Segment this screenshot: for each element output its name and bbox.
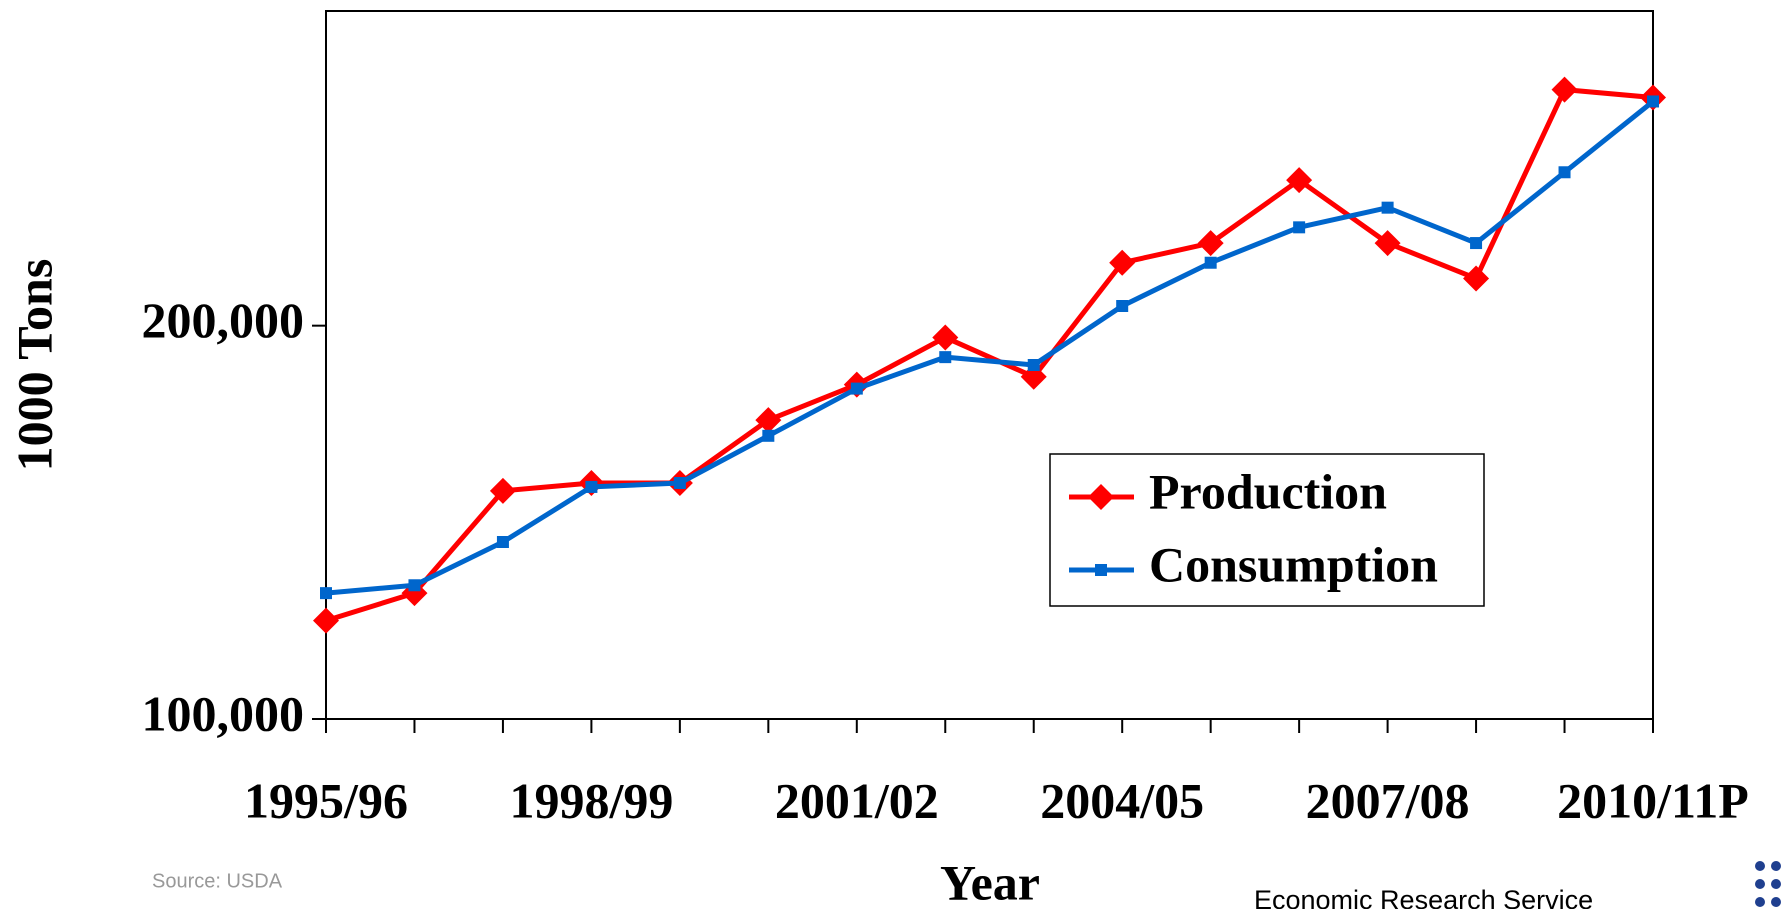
point <box>408 579 421 592</box>
point <box>1109 249 1136 276</box>
point <box>496 536 509 548</box>
point <box>313 607 339 634</box>
x-tick-label: 1995/96 <box>244 772 408 828</box>
point <box>1463 265 1490 292</box>
point <box>1027 359 1040 371</box>
point <box>932 324 959 351</box>
point <box>1197 230 1224 257</box>
x-tick-label: 2010/11P <box>1557 772 1749 828</box>
point <box>1551 76 1578 103</box>
point <box>1374 230 1401 257</box>
point <box>1293 221 1306 234</box>
y-axis-title: 1000 Tons <box>6 259 62 472</box>
point <box>585 480 598 493</box>
x-tick-label: 2004/05 <box>1040 772 1204 828</box>
x-tick-label: 2001/02 <box>775 772 939 828</box>
x-tick-label: 1998/99 <box>509 772 673 828</box>
point <box>1647 95 1659 108</box>
point <box>1020 363 1047 390</box>
legend-marker <box>1095 564 1107 576</box>
point <box>673 477 686 489</box>
x-axis-title: Year <box>940 854 1040 909</box>
point <box>320 587 332 600</box>
point <box>762 429 775 442</box>
y-tick-label: 200,000 <box>142 292 305 348</box>
footer: Economic Research Service <box>1254 885 1593 909</box>
point <box>1286 167 1313 194</box>
legend <box>1049 453 1485 607</box>
point <box>939 351 952 364</box>
point <box>1116 300 1129 312</box>
point <box>489 477 516 504</box>
y-tick-label: 100,000 <box>142 685 305 741</box>
point <box>850 382 863 395</box>
legend-label: Consumption <box>1149 536 1438 592</box>
point <box>755 407 782 434</box>
series-line <box>325 87 1654 624</box>
legend-marker <box>1088 484 1114 510</box>
legend-label: Production <box>1149 463 1387 519</box>
point <box>1381 201 1394 214</box>
series-line <box>325 99 1655 596</box>
point <box>1558 166 1571 179</box>
plot-frame <box>325 10 1654 720</box>
source: Source: USDA <box>152 870 283 892</box>
x-tick-label: 2007/08 <box>1306 772 1470 828</box>
logo <box>1755 861 1781 907</box>
point <box>1204 256 1217 269</box>
point <box>1470 237 1483 250</box>
